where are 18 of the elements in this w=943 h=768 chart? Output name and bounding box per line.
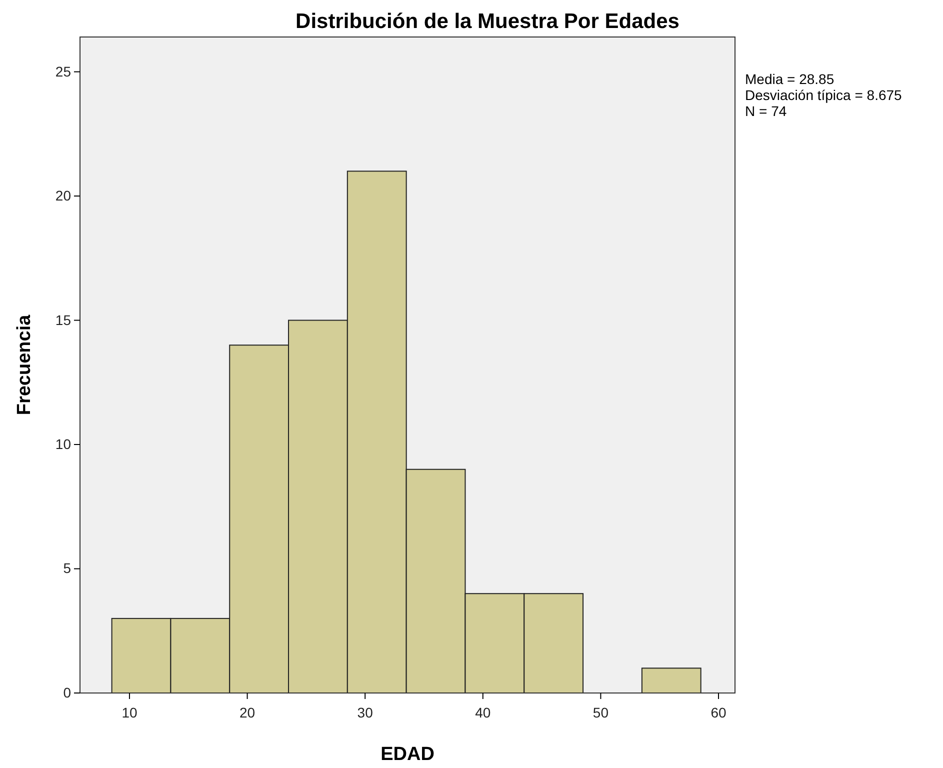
x-tick-label: 40 [475,704,491,720]
x-tick-label: 20 [239,704,256,720]
y-tick-label: 20 [55,188,72,204]
y-tick-label: 0 [63,684,72,700]
x-axis-title: EDAD [380,744,434,765]
y-tick-label: 10 [55,436,72,452]
y-axis-title: Frecuencia [14,314,35,416]
x-tick-label: 50 [592,704,609,720]
x-tick-label: 60 [710,704,727,720]
x-tick-label: 30 [357,704,374,720]
x-tick-label: 10 [122,704,138,720]
y-tick-label: 25 [55,63,72,80]
text: Media = 28.85 [745,71,834,87]
y-tick-label: 15 [55,312,72,328]
chart-title: Distribución de la Muestra Por Edades [296,10,680,33]
y-tick-label: 5 [63,560,72,576]
text: Desviación típica = 8.675 [745,87,902,103]
text: N = 74 [745,103,787,119]
